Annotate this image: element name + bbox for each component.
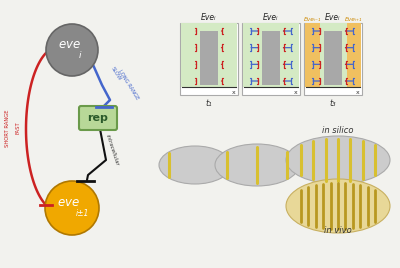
Bar xyxy=(305,23,320,87)
Text: t₁: t₁ xyxy=(206,99,212,108)
Bar xyxy=(200,31,218,85)
Text: i±1: i±1 xyxy=(75,210,89,218)
Bar xyxy=(242,23,300,95)
Bar xyxy=(305,23,361,87)
Bar xyxy=(180,23,238,95)
Text: i: i xyxy=(79,50,81,59)
Text: t₃: t₃ xyxy=(330,99,336,108)
Text: Eveᵢ₊₁: Eveᵢ₊₁ xyxy=(345,17,362,22)
Circle shape xyxy=(46,24,98,76)
Text: SHORT RANGE: SHORT RANGE xyxy=(6,109,10,147)
Bar xyxy=(181,23,237,87)
Text: in vivo: in vivo xyxy=(324,226,352,235)
Text: rep: rep xyxy=(88,113,108,123)
Text: LONG RANGE: LONG RANGE xyxy=(117,69,139,101)
Ellipse shape xyxy=(286,179,390,233)
FancyBboxPatch shape xyxy=(79,106,117,130)
Text: Eveᵢ₋₁: Eveᵢ₋₁ xyxy=(304,17,321,22)
Bar xyxy=(304,23,362,95)
Text: SLOW: SLOW xyxy=(110,66,122,82)
Text: Eveᵢ: Eveᵢ xyxy=(201,13,217,22)
Text: $\mathit{eve}$: $\mathit{eve}$ xyxy=(58,39,80,51)
Ellipse shape xyxy=(286,136,390,184)
Text: x: x xyxy=(294,90,298,95)
Text: x: x xyxy=(232,90,236,95)
Text: Eveᵢ: Eveᵢ xyxy=(325,13,341,22)
Bar xyxy=(346,23,361,87)
Circle shape xyxy=(45,181,99,235)
Text: Eveᵢ: Eveᵢ xyxy=(263,13,279,22)
Ellipse shape xyxy=(215,144,299,186)
Bar xyxy=(262,31,280,85)
Text: FAST: FAST xyxy=(16,122,20,134)
Text: $\mathit{eve}$: $\mathit{eve}$ xyxy=(56,196,80,210)
Text: intracellular: intracellular xyxy=(104,134,120,166)
Bar xyxy=(243,23,299,87)
Text: in silico: in silico xyxy=(322,126,354,135)
Bar xyxy=(324,31,342,85)
Ellipse shape xyxy=(159,146,231,184)
Text: x: x xyxy=(356,90,360,95)
